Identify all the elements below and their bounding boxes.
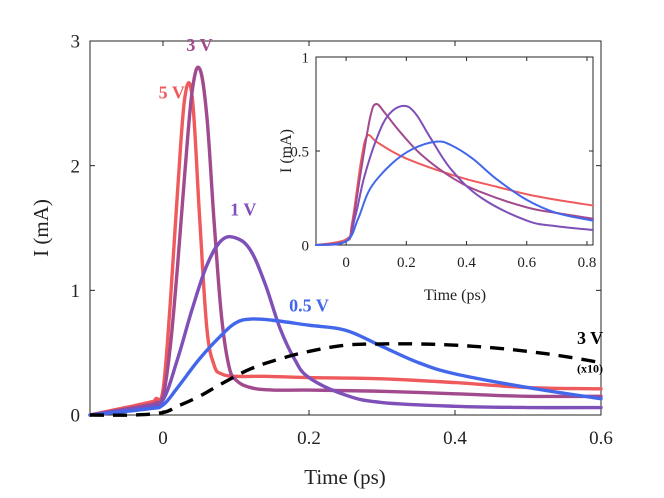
inset-x-tick-label: 0.4 [457,255,476,271]
annotation-label: (x10) [577,362,603,376]
inset-x-tick-label: 0.2 [397,255,416,271]
inset-plot: 0 0.2 0.4 0.6 0.8 0 0.5 1 Time (ps) I (mA) [278,50,596,304]
main-annotations: 5 V 3 V 1 V 0.5 V 3 V (x10) [159,35,603,376]
main-y-tick-label: 3 [71,32,81,53]
main-series-3-v [88,65,603,417]
main-y-tick-label: 0 [71,406,81,427]
main-x-tick-label: 0 [158,428,168,449]
inset-y-tick-label: 0.5 [290,144,309,160]
inset-y-axis-title: I (mA) [278,129,295,173]
inset-lines [315,102,594,246]
annotation-label: 1 V [230,200,256,220]
main-x-tick-label: 0.4 [443,428,467,449]
inset-y-tick-label: 1 [302,50,310,66]
main-x-axis-title: Time (ps) [304,465,386,489]
main-series-1-v [88,234,603,417]
main-x-tick-label: 0.2 [297,428,321,449]
inset-series-0-5-v [315,140,594,246]
main-lines [88,65,603,417]
inset-x-axis-title: Time (ps) [424,287,486,304]
inset-y-tick-label: 0 [302,238,310,254]
main-ticks: 0 0.2 0.4 0.6 0 1 2 3 [71,32,613,449]
inset-x-tick-label: 0 [342,255,350,271]
main-y-tick-label: 2 [71,156,81,177]
inset-background [316,57,593,245]
main-series-3-v-x10 [89,342,602,417]
annotation-label: 5 V [159,82,185,102]
main-series-0-5-v [88,317,603,417]
annotation-label: 3 V [186,35,212,55]
annotation-label: 3 V [577,328,603,348]
annotation-label: 0.5 V [289,296,329,316]
inset-x-tick-label: 0.6 [517,255,536,271]
main-plot: 0 0.2 0.4 0.6 0 1 2 3 5 V 3 V 1 V 0.5 V 3 V (x10) Ti… [29,32,613,489]
main-y-axis-title: I (mA) [29,199,53,257]
main-y-tick-label: 1 [71,281,81,302]
inset-ticks: 0 0.2 0.4 0.6 0.8 0 0.5 1 [290,50,596,271]
main-series-5-v [88,81,603,417]
inset-x-tick-label: 0.8 [578,255,597,271]
inset-series-1-v [315,104,594,246]
main-x-tick-label: 0.6 [589,428,613,449]
main-axes-frame [89,40,602,416]
